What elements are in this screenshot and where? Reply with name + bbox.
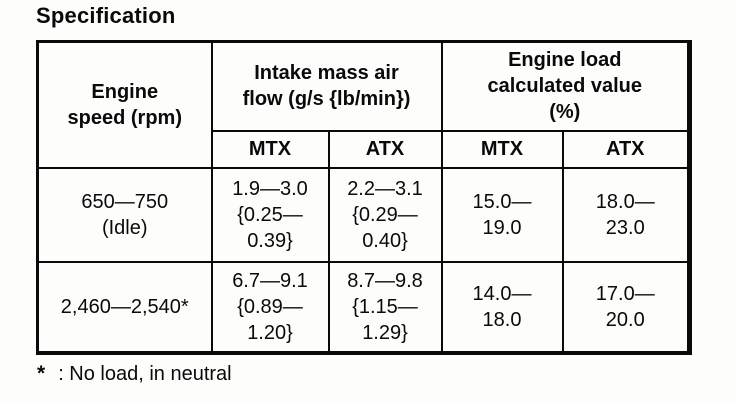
header-engine-load: Engine load calculated value (%) <box>440 40 691 132</box>
cell-intake-mtx-idle: 1.9—3.0 {0.25— 0.39} <box>210 166 330 263</box>
header-intake-atx: ATX <box>327 129 443 169</box>
cell-load-atx-idle: 18.0— 23.0 <box>561 166 691 263</box>
header-engine-speed: Engine speed (rpm) <box>36 40 213 169</box>
cell-load-atx-2460: 17.0— 20.0 <box>561 260 691 354</box>
cell-intake-atx-2460: 8.7—9.8 {1.15— 1.29} <box>327 260 443 354</box>
table-row-2460: 2,460—2,540* 6.7—9.1 {0.89— 1.20} 8.7—9.… <box>36 260 691 354</box>
header-load-atx: ATX <box>561 129 691 169</box>
page-title: Specification <box>36 3 176 28</box>
table-row-idle: 650—750 (Idle) 1.9—3.0 {0.25— 0.39} 2.2—… <box>36 166 691 263</box>
header-load-mtx: MTX <box>440 129 564 169</box>
cell-load-mtx-2460: 14.0— 18.0 <box>440 260 564 354</box>
footnote-asterisk: * <box>37 362 46 385</box>
cell-load-mtx-idle: 15.0— 19.0 <box>440 166 564 263</box>
header-group-row: Engine speed (rpm) Intake mass air flow … <box>36 40 691 169</box>
header-sub-row: MTX ATX MTX ATX <box>38 129 691 169</box>
cell-intake-atx-idle: 2.2—3.1 {0.29— 0.40} <box>327 166 443 263</box>
footnote: * : No load, in neutral <box>37 361 232 387</box>
footnote-text: : No load, in neutral <box>58 363 232 385</box>
cell-intake-mtx-2460: 6.7—9.1 {0.89— 1.20} <box>210 260 330 354</box>
cell-speed-idle: 650—750 (Idle) <box>36 166 213 263</box>
cell-speed-2460: 2,460—2,540* <box>36 260 213 354</box>
header-intake-mass-air-flow: Intake mass air flow (g/s {lb/min}) <box>210 40 443 132</box>
specification-table: Engine speed (rpm) Intake mass air flow … <box>36 40 692 355</box>
header-intake-mtx: MTX <box>210 129 330 169</box>
